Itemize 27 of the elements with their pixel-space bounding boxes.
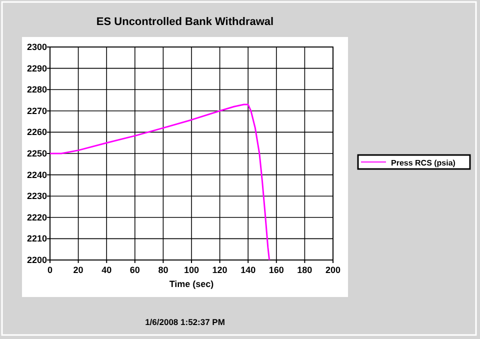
x-tick-label: 200 bbox=[325, 265, 341, 275]
x-tick-label: 0 bbox=[47, 265, 53, 275]
y-tick-label: 2250 bbox=[26, 148, 47, 158]
x-tick-label: 180 bbox=[297, 265, 312, 275]
line-series bbox=[50, 104, 270, 261]
x-tick-label: 100 bbox=[184, 265, 200, 275]
text: 1/6/2008 1:52:37 PM bbox=[145, 317, 225, 327]
y-tick-label: 2290 bbox=[26, 63, 47, 74]
y-tick-label: 2200 bbox=[26, 255, 47, 265]
x-tick-label: 60 bbox=[130, 265, 140, 275]
chart-title: ES Uncontrolled Bank Withdrawal bbox=[96, 16, 274, 28]
x-axis-title: Time (sec) bbox=[169, 279, 214, 289]
y-tick-label: 2210 bbox=[26, 234, 47, 244]
y-tick-label: 2300 bbox=[26, 42, 47, 52]
y-tick-label: 2240 bbox=[26, 170, 47, 180]
y-tick-label: 2230 bbox=[26, 191, 47, 202]
y-tick-label: 2280 bbox=[26, 84, 47, 95]
x-tick-label: 140 bbox=[240, 265, 256, 275]
x-tick-label: 120 bbox=[212, 265, 228, 275]
y-tick-label: 2260 bbox=[26, 127, 47, 138]
y-tick-label: 2220 bbox=[26, 212, 47, 222]
x-tick-label: 20 bbox=[73, 265, 84, 275]
x-tick-label: 160 bbox=[268, 265, 284, 275]
x-tick-label: 40 bbox=[102, 265, 112, 275]
legend-label: Press RCS (psia) bbox=[391, 158, 456, 168]
x-tick-label: 80 bbox=[158, 265, 168, 275]
y-tick-label: 2270 bbox=[26, 106, 47, 116]
